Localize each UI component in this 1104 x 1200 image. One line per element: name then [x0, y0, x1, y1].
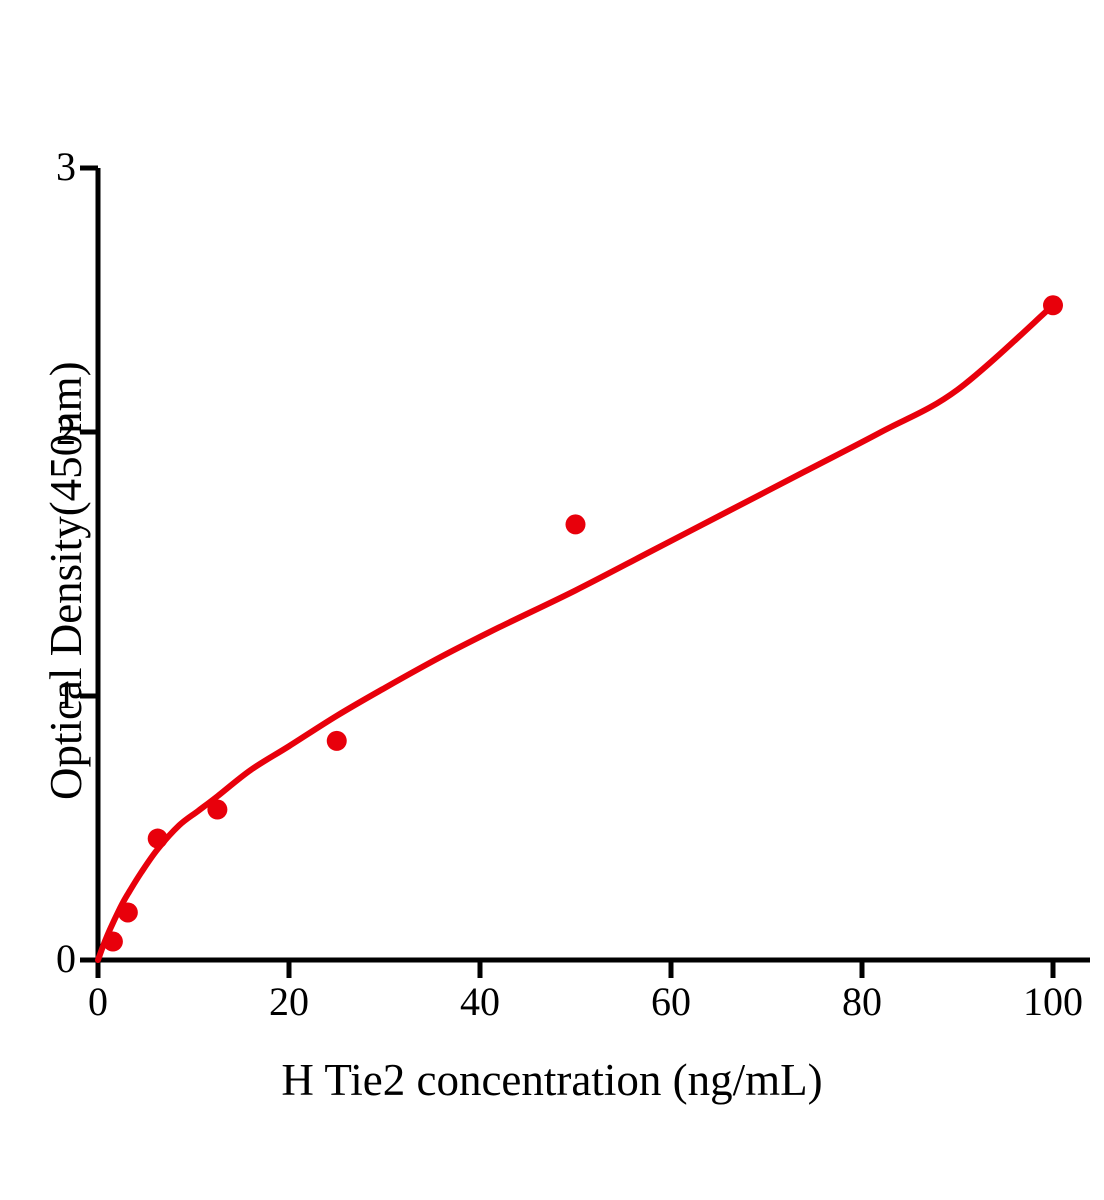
x-tick-label: 40 [460, 979, 500, 1024]
x-axis-ticks [95, 960, 1056, 978]
y-tick-label: 0 [56, 936, 76, 981]
x-tick-label: 60 [651, 979, 691, 1024]
y-tick-label: 2 [56, 408, 76, 453]
x-tick-label: 0 [88, 979, 108, 1024]
x-tick-label: 100 [1023, 979, 1083, 1024]
y-axis-ticks [80, 165, 98, 963]
x-tick-label: 80 [842, 979, 882, 1024]
y-tick-label: 1 [56, 672, 76, 717]
axes [95, 168, 1090, 963]
data-point-marker [1043, 295, 1063, 316]
data-point-series [102, 295, 1063, 952]
x-axis-title: H Tie2 concentration (ng/mL) [281, 1055, 823, 1105]
fit-curve [95, 302, 1056, 963]
y-axis-title: Optical Density(450nm) [41, 361, 91, 800]
data-point-marker [147, 828, 168, 849]
data-point-marker [207, 799, 228, 820]
data-point-marker [326, 730, 347, 751]
data-point-marker [565, 514, 586, 535]
data-point-marker [117, 902, 138, 923]
x-tick-label: 20 [269, 979, 309, 1024]
y-tick-label: 3 [56, 144, 76, 189]
data-point-marker [102, 931, 123, 952]
